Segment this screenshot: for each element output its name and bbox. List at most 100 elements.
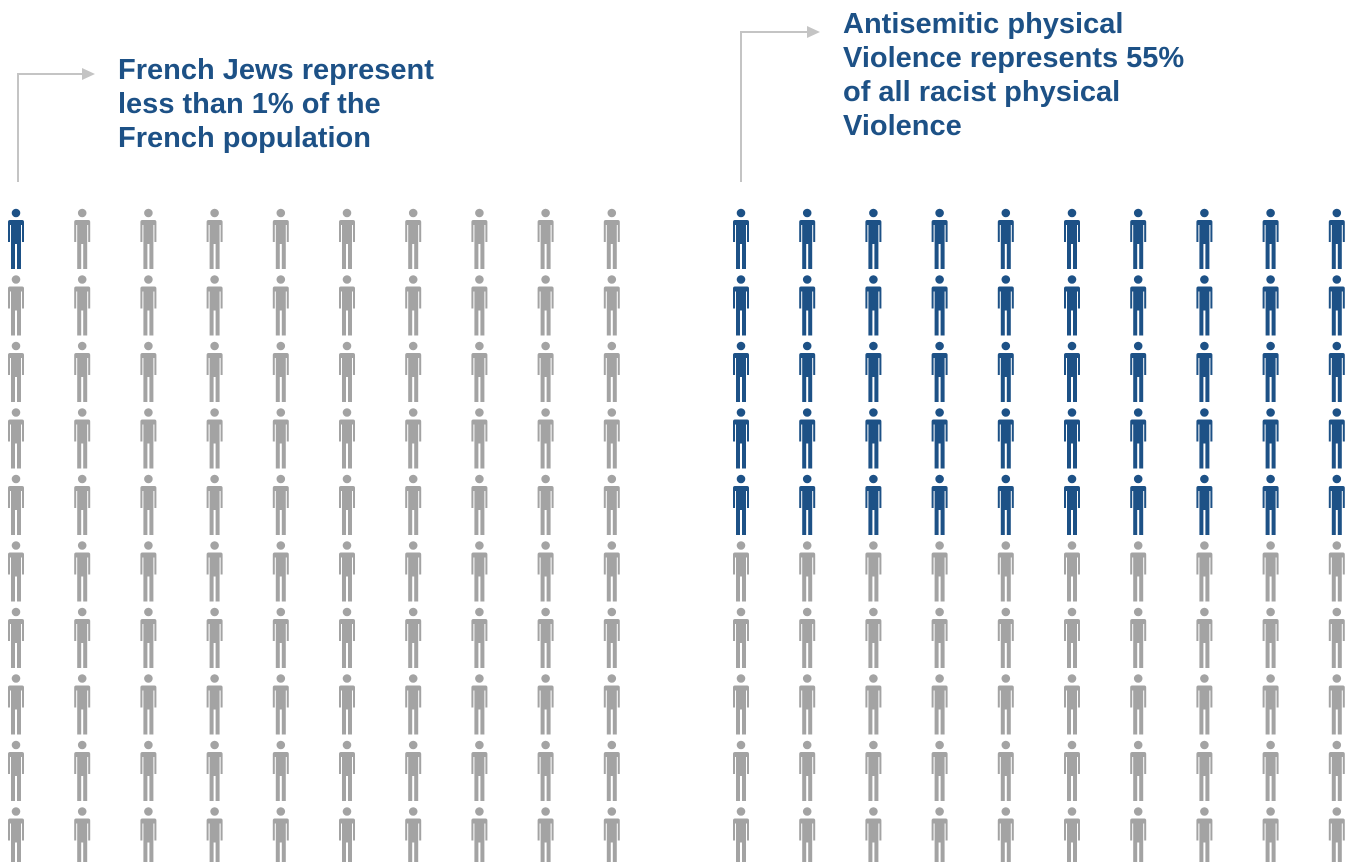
person-icon	[74, 474, 91, 535]
person-icon	[8, 807, 24, 862]
person-icon	[140, 341, 157, 402]
person-icon	[1196, 408, 1213, 469]
person-icon	[206, 208, 223, 269]
person-icon	[733, 208, 749, 269]
person-icon	[799, 208, 816, 269]
person-icon	[74, 674, 91, 735]
person-icon	[471, 607, 488, 668]
person-icon	[272, 474, 289, 535]
person-icon	[1262, 541, 1279, 602]
person-icon	[1262, 408, 1279, 469]
person-icon	[733, 607, 749, 668]
person-icon	[733, 341, 749, 402]
caption-antisemitic-violence: Antisemitic physical Violence represents…	[843, 8, 1185, 142]
person-icon	[74, 275, 91, 336]
person-icon	[1064, 474, 1080, 535]
person-icon	[733, 275, 749, 336]
person-icon	[1130, 607, 1147, 668]
person-icon	[206, 607, 223, 668]
person-icon	[405, 607, 422, 668]
person-icon	[339, 341, 355, 402]
person-icon	[8, 208, 24, 269]
person-icon	[1328, 208, 1345, 269]
pictogram-racist-violence	[733, 208, 1345, 862]
person-icon	[8, 408, 24, 469]
person-icon	[865, 541, 882, 602]
person-icon	[931, 474, 948, 535]
person-icon	[339, 275, 355, 336]
person-icon	[537, 408, 554, 469]
person-icon	[206, 541, 223, 602]
person-icon	[799, 474, 816, 535]
person-icon	[272, 674, 289, 735]
person-icon	[1328, 474, 1345, 535]
person-icon	[140, 607, 157, 668]
person-icon	[1262, 607, 1279, 668]
person-icon	[339, 208, 355, 269]
person-icon	[865, 740, 882, 801]
person-icon	[272, 275, 289, 336]
person-icon	[471, 474, 488, 535]
person-icon	[931, 408, 948, 469]
person-icon	[405, 674, 422, 735]
person-icon	[140, 740, 157, 801]
person-icon	[1130, 474, 1147, 535]
person-icon	[1064, 740, 1080, 801]
person-icon	[1328, 807, 1345, 862]
person-icon	[997, 607, 1014, 668]
person-icon	[603, 740, 620, 801]
person-icon	[74, 341, 91, 402]
person-icon	[1262, 341, 1279, 402]
person-icon	[1328, 607, 1345, 668]
person-icon	[603, 541, 620, 602]
person-icon	[8, 607, 24, 668]
person-icon	[603, 807, 620, 862]
person-icon	[1262, 474, 1279, 535]
person-icon	[206, 474, 223, 535]
person-icon	[865, 607, 882, 668]
person-icon	[799, 607, 816, 668]
person-icon	[931, 208, 948, 269]
person-icon	[1064, 674, 1080, 735]
person-icon	[1262, 275, 1279, 336]
person-icon	[339, 474, 355, 535]
person-icon	[537, 807, 554, 862]
person-icon	[1196, 341, 1213, 402]
person-icon	[1064, 275, 1080, 336]
person-icon	[140, 474, 157, 535]
person-icon	[603, 208, 620, 269]
person-icon	[1262, 208, 1279, 269]
person-icon	[603, 275, 620, 336]
person-icon	[405, 474, 422, 535]
person-icon	[537, 474, 554, 535]
person-icon	[74, 208, 91, 269]
person-icon	[799, 408, 816, 469]
person-icon	[997, 474, 1014, 535]
person-icon	[272, 341, 289, 402]
person-icon	[603, 408, 620, 469]
person-icon	[997, 341, 1014, 402]
person-icon	[405, 341, 422, 402]
person-icon	[537, 208, 554, 269]
person-icon	[865, 208, 882, 269]
person-icon	[1196, 541, 1213, 602]
person-icon	[1130, 674, 1147, 735]
person-icon	[997, 541, 1014, 602]
person-icon	[471, 275, 488, 336]
person-icon	[140, 275, 157, 336]
person-icon	[1130, 740, 1147, 801]
person-icon	[603, 341, 620, 402]
person-icon	[339, 674, 355, 735]
connector-arrow	[17, 68, 95, 182]
person-icon	[537, 607, 554, 668]
person-icon	[1328, 674, 1345, 735]
person-icon	[537, 740, 554, 801]
person-icon	[537, 674, 554, 735]
person-icon	[733, 740, 749, 801]
person-icon	[1328, 541, 1345, 602]
person-icon	[272, 541, 289, 602]
caption-french-jews: French Jews represent less than 1% of th…	[118, 54, 434, 154]
person-icon	[931, 740, 948, 801]
person-icon	[997, 408, 1014, 469]
person-icon	[140, 807, 157, 862]
